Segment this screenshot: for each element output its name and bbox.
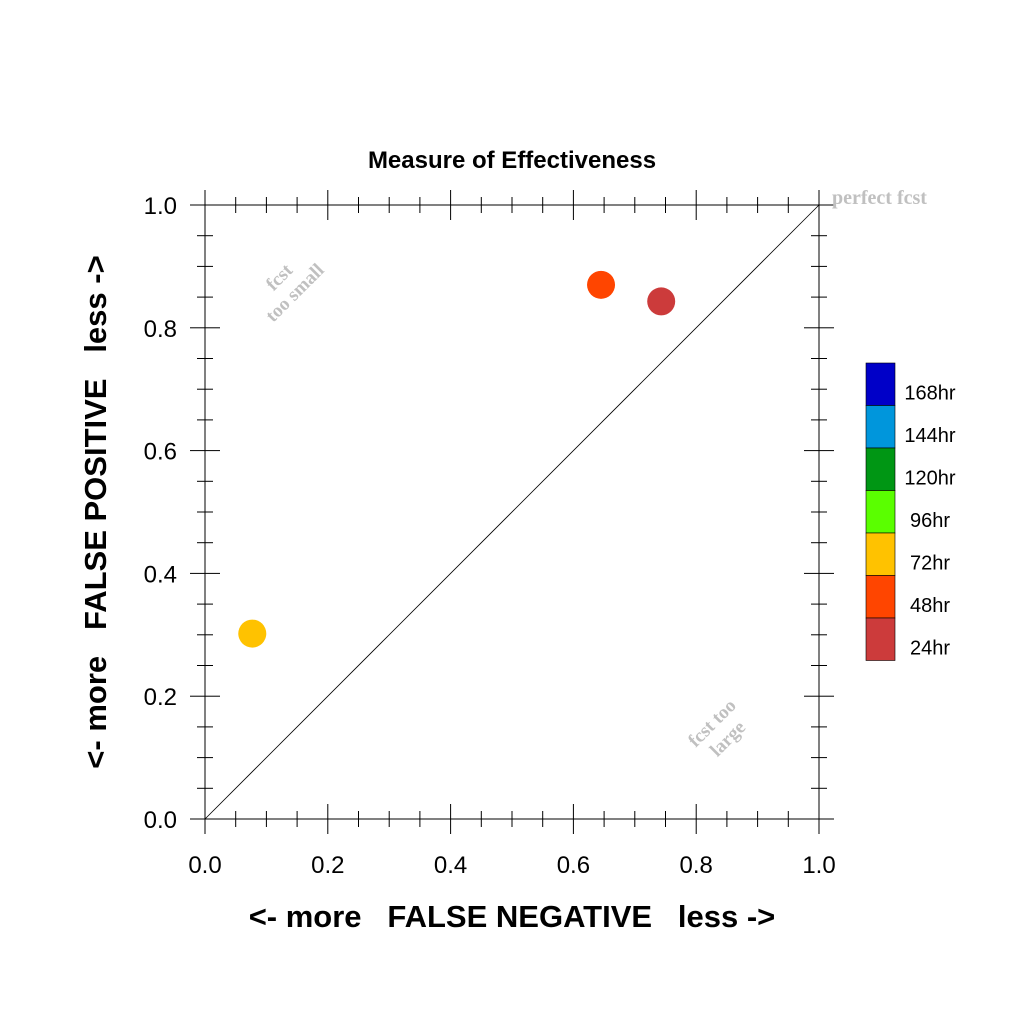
data-point-72hr	[238, 619, 267, 648]
data-point-24hr	[647, 287, 676, 316]
chart-title: Measure of Effectiveness	[368, 147, 656, 174]
legend-swatch-24hr	[865, 617, 896, 661]
y-tick-label: 0.2	[144, 684, 177, 711]
y-tick-label: 0.4	[144, 561, 177, 588]
data-points	[238, 270, 676, 648]
legend-swatch-48hr	[865, 575, 896, 619]
legend-swatch-96hr	[865, 490, 896, 534]
legend-label-96hr: 96hr	[910, 510, 950, 532]
legend-label-72hr: 72hr	[910, 553, 950, 575]
x-tick-label: 0.4	[434, 852, 467, 879]
legend-swatch-120hr	[865, 447, 896, 491]
y-tick-label: 0.8	[144, 316, 177, 343]
perfect-forecast-diagonal	[204, 204, 820, 820]
legend-label-48hr: 48hr	[910, 595, 950, 617]
x-tick-label: 1.0	[802, 852, 835, 879]
legend-label-168hr: 168hr	[904, 383, 955, 405]
x-tick-label: 0.6	[557, 852, 590, 879]
legend-swatch-168hr	[865, 362, 896, 406]
x-axis-label: <- more FALSE NEGATIVE less ->	[249, 899, 776, 934]
legend-label-120hr: 120hr	[904, 468, 955, 490]
legend-swatch-144hr	[865, 405, 896, 449]
too-large-annotation: fcst too large	[684, 695, 750, 761]
too-small-annotation: fcst too small	[262, 260, 329, 327]
legend-swatch-72hr	[865, 532, 896, 576]
data-point-48hr	[587, 270, 616, 299]
legend: 168hr 144hr 120hr 96hr 72hr 48hr 24hr	[865, 362, 956, 661]
perfect-forecast-annotation: perfect fcst	[832, 187, 927, 209]
legend-label-24hr: 24hr	[910, 638, 950, 660]
y-axis-label: <- more FALSE POSITIVE less ->	[78, 255, 113, 768]
legend-label-144hr: 144hr	[904, 425, 955, 447]
x-tick-label: 0.2	[311, 852, 344, 879]
axis-tick-labels: 0.0 0.2 0.4 0.6 0.8 1.0 0.0 0.2 0.4 0.6 0.8 1.0	[144, 193, 836, 879]
axis-ticks	[190, 190, 834, 834]
x-tick-label: 0.0	[188, 852, 221, 879]
y-tick-label: 0.0	[144, 807, 177, 834]
y-tick-label: 1.0	[144, 193, 177, 220]
y-tick-label: 0.6	[144, 439, 177, 466]
x-tick-label: 0.8	[680, 852, 713, 879]
